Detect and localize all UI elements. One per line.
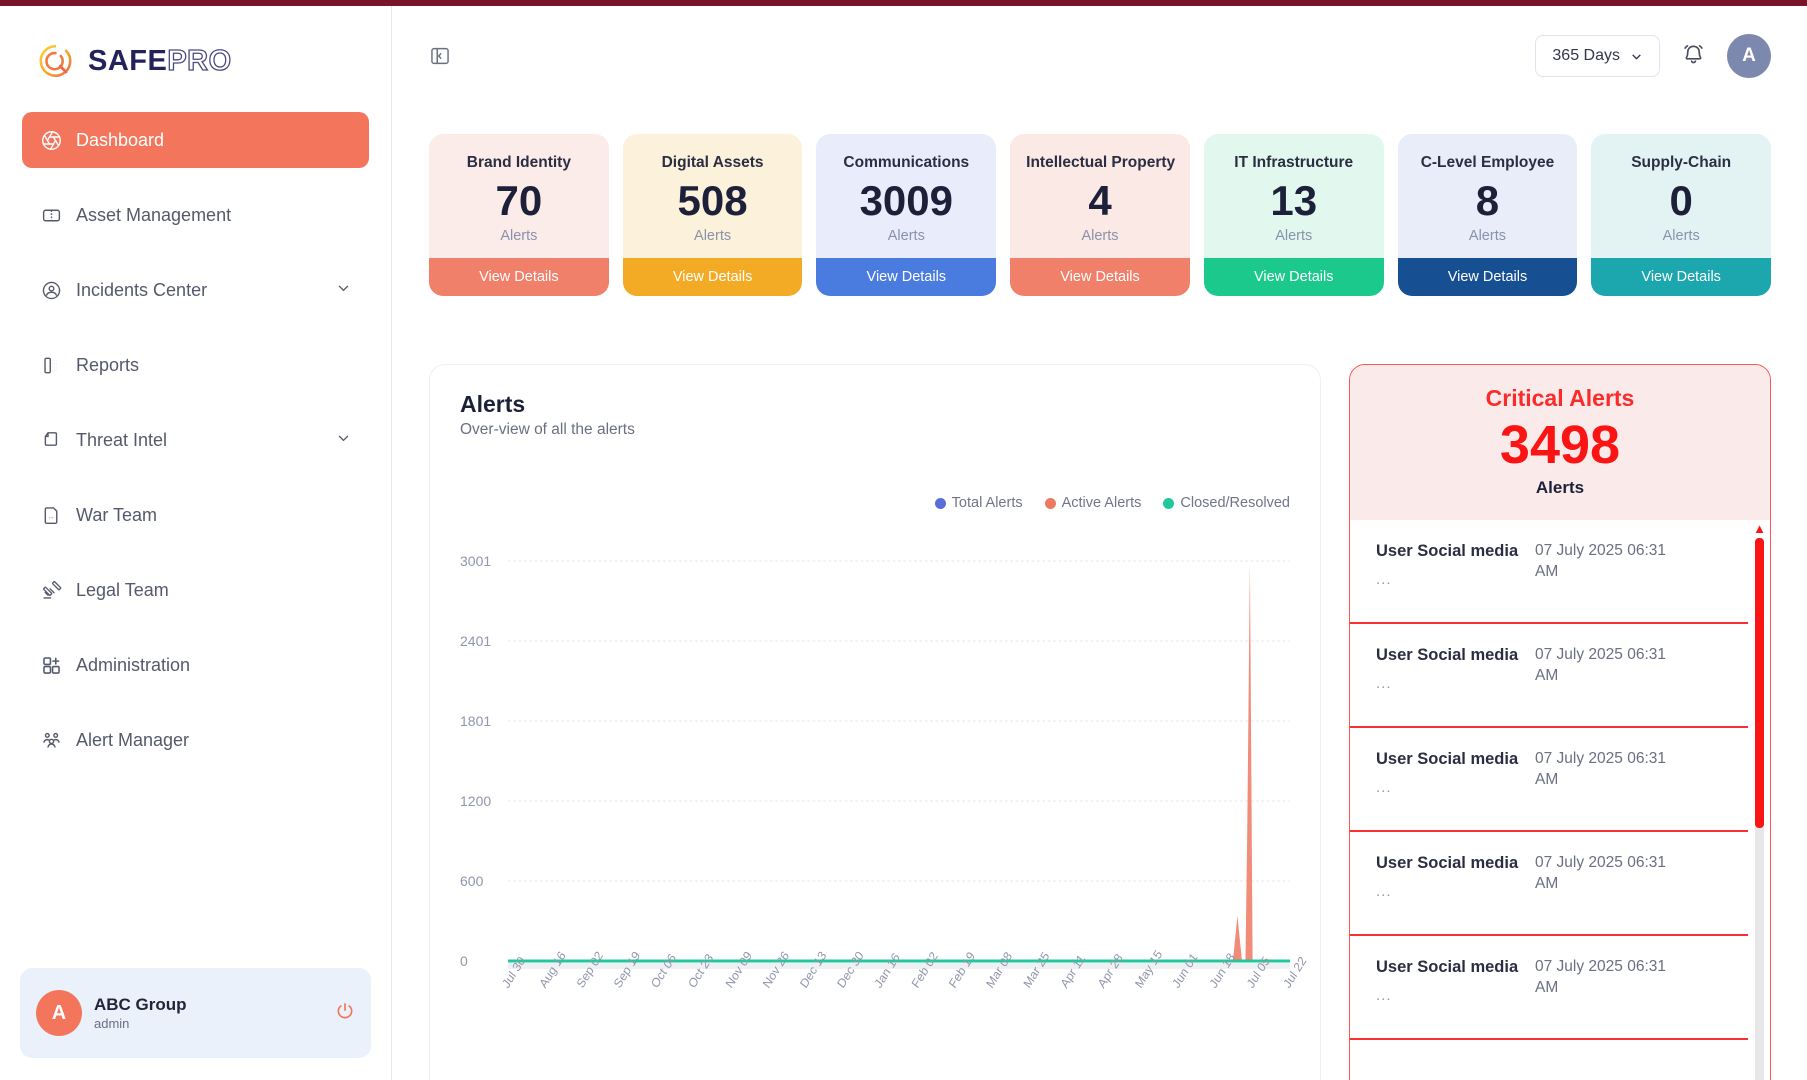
svg-text:Aug 16: Aug 16: [537, 949, 569, 991]
svg-text:Feb 19: Feb 19: [946, 949, 978, 991]
svg-text:Mar 08: Mar 08: [984, 949, 1016, 991]
svg-text:Apr 28: Apr 28: [1095, 951, 1125, 991]
svg-text:May 15: May 15: [1132, 948, 1165, 992]
svg-text:Oct 06: Oct 06: [648, 951, 678, 991]
svg-text:Sep 19: Sep 19: [611, 949, 643, 991]
svg-text:Jun 18: Jun 18: [1207, 950, 1238, 991]
svg-text:Nov 26: Nov 26: [760, 949, 792, 991]
svg-text:Jan 16: Jan 16: [872, 950, 903, 991]
svg-text:Mar 25: Mar 25: [1021, 949, 1053, 991]
svg-text:Dec 30: Dec 30: [835, 949, 867, 991]
svg-text:Jul 22: Jul 22: [1281, 954, 1310, 991]
svg-text:Feb 02: Feb 02: [909, 949, 941, 991]
svg-text:Dec 13: Dec 13: [797, 949, 829, 991]
svg-text:Sep 02: Sep 02: [574, 949, 606, 991]
svg-text:Jul 30: Jul 30: [500, 954, 529, 991]
svg-text:Apr 11: Apr 11: [1058, 952, 1088, 991]
svg-text:Jun 01: Jun 01: [1170, 950, 1201, 991]
svg-text:Nov 09: Nov 09: [723, 949, 755, 991]
svg-text:Oct 23: Oct 23: [686, 951, 716, 991]
